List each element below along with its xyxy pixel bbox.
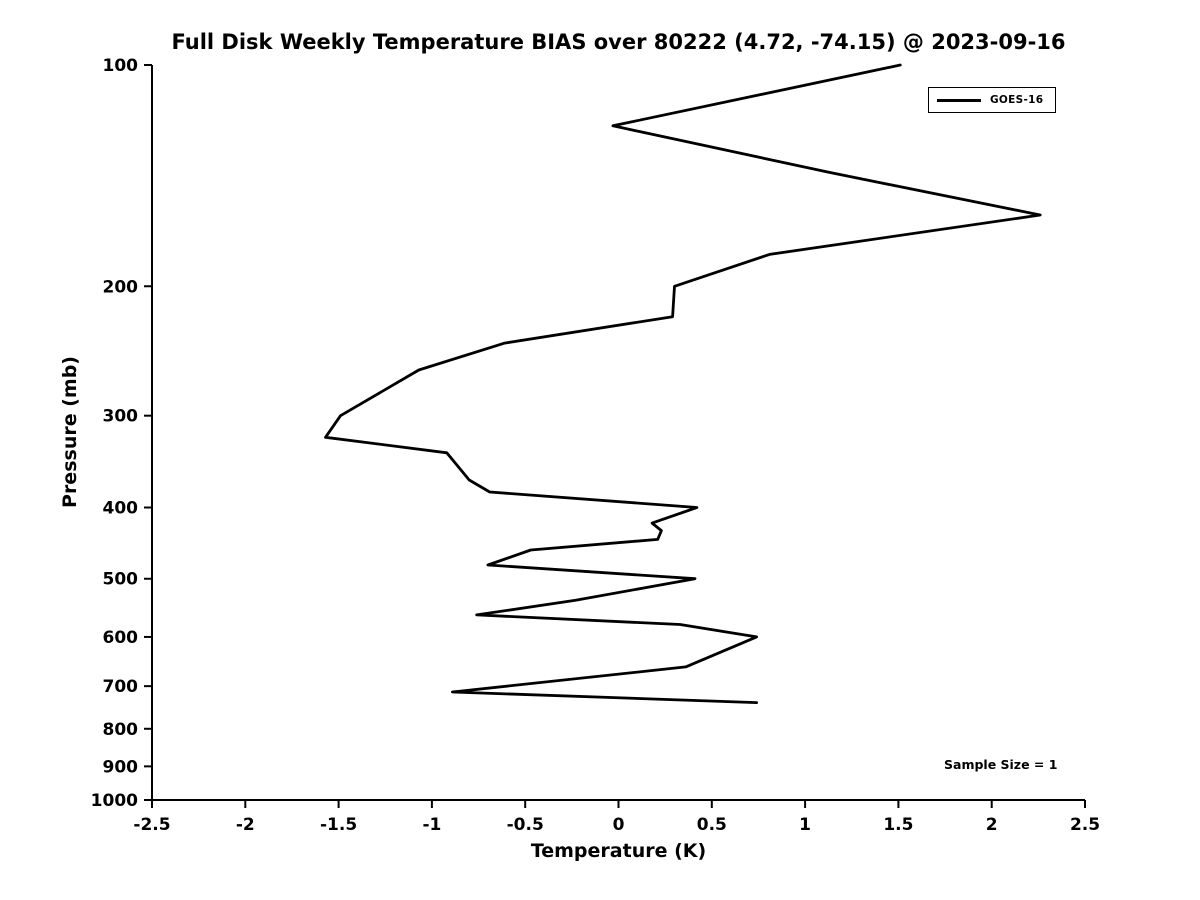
y-axis-tick-label: 1000: [91, 791, 138, 811]
y-axis-tick-label: 400: [103, 499, 139, 519]
x-axis-tick-label: 1: [799, 815, 811, 835]
y-axis-tick-label: 100: [103, 56, 139, 76]
x-axis-tick-label: 1.5: [883, 815, 913, 835]
x-axis-tick-label: 2: [986, 815, 998, 835]
y-axis-tick-label: 800: [103, 720, 139, 740]
x-axis-label: Temperature (K): [530, 840, 707, 862]
y-axis-tick-label: 900: [103, 757, 139, 777]
x-axis-tick-label: -0.5: [507, 815, 544, 835]
x-axis-tick-label: 0.5: [697, 815, 727, 835]
y-axis-tick-label: 500: [103, 570, 139, 590]
y-axis-tick-label: 600: [103, 628, 139, 648]
chart-title: Full Disk Weekly Temperature BIAS over 8…: [171, 30, 1066, 54]
y-axis-tick-label: 300: [103, 407, 139, 427]
y-axis-tick-label: 200: [103, 277, 139, 297]
x-axis-tick-label: -1.5: [320, 815, 357, 835]
sample-size-annotation: Sample Size = 1: [944, 757, 1058, 772]
x-axis-tick-label: -2.5: [133, 815, 170, 835]
x-axis-tick-label: 0: [613, 815, 625, 835]
legend: GOES-16: [928, 87, 1057, 113]
legend-line-sample-icon: [937, 98, 981, 102]
x-axis-tick-label: -1: [422, 815, 441, 835]
y-axis-tick-label: 700: [103, 677, 139, 697]
x-axis-tick-label: -2: [236, 815, 255, 835]
legend-entry-label: GOES-16: [990, 94, 1044, 106]
x-axis-tick-label: 2.5: [1070, 815, 1100, 835]
series-line-goes-16: [324, 63, 1042, 704]
